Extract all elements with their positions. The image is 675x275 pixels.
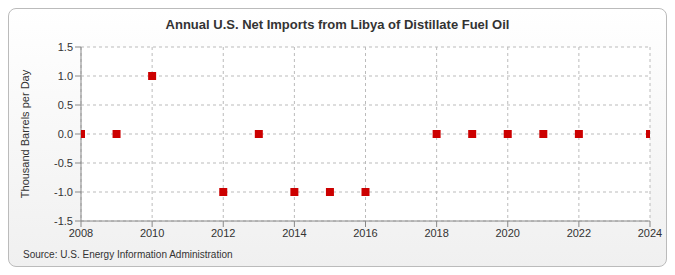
svg-text:Thousand Barrels per Day: Thousand Barrels per Day bbox=[19, 69, 31, 198]
svg-text:2024: 2024 bbox=[638, 227, 662, 239]
svg-text:2020: 2020 bbox=[496, 227, 520, 239]
svg-text:-1.0: -1.0 bbox=[54, 186, 73, 198]
svg-text:0.0: 0.0 bbox=[58, 128, 73, 140]
svg-text:2012: 2012 bbox=[211, 227, 235, 239]
svg-text:2016: 2016 bbox=[353, 227, 377, 239]
svg-text:2014: 2014 bbox=[282, 227, 306, 239]
html-text:Source: U.S. Energy Informatio: Source: U.S. Energy Information Administ… bbox=[23, 249, 233, 260]
svg-text:-1.5: -1.5 bbox=[54, 215, 73, 227]
svg-text:2018: 2018 bbox=[424, 227, 448, 239]
svg-text:1.5: 1.5 bbox=[58, 41, 73, 53]
svg-text:2008: 2008 bbox=[69, 227, 93, 239]
html-text:Annual U.S. Net Imports from L: Annual U.S. Net Imports from Libya of Di… bbox=[165, 17, 510, 32]
svg-text:2022: 2022 bbox=[567, 227, 591, 239]
svg-text:1.0: 1.0 bbox=[58, 70, 73, 82]
svg-text:2010: 2010 bbox=[140, 227, 164, 239]
svg-text:0.5: 0.5 bbox=[58, 99, 73, 111]
svg-text:-0.5: -0.5 bbox=[54, 157, 73, 169]
